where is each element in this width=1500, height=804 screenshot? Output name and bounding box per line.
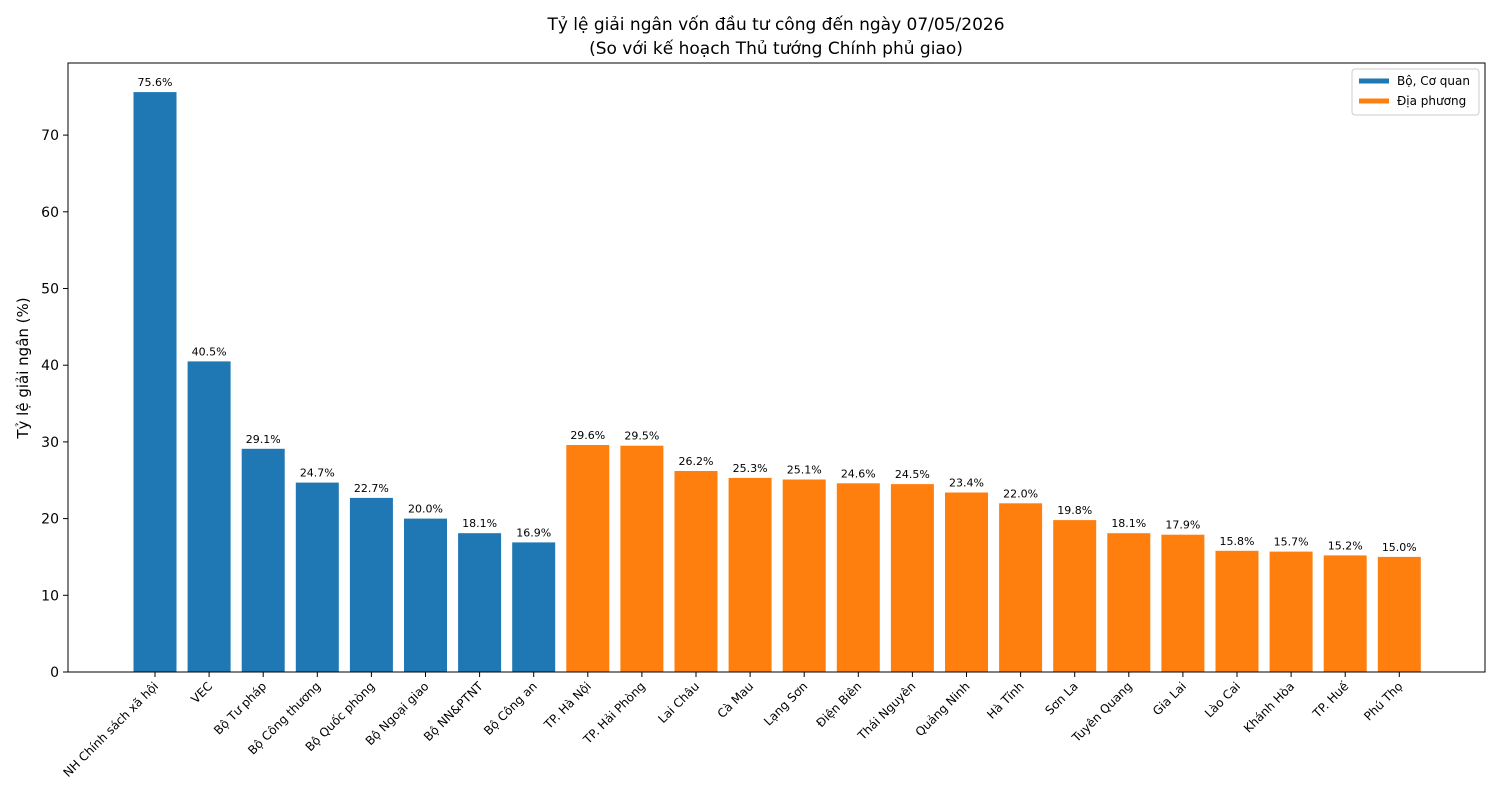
data-label-14: 24.5% xyxy=(895,468,930,481)
x-tick-label-2: Bộ Tư pháp xyxy=(211,679,269,737)
bar-10 xyxy=(674,471,718,672)
data-label-9: 29.5% xyxy=(624,430,659,443)
data-label-16: 22.0% xyxy=(1003,487,1038,500)
bar-6 xyxy=(458,533,502,672)
x-tick-label-10: Lai Châu xyxy=(655,679,702,726)
data-label-0: 75.6% xyxy=(138,76,173,89)
bar-12 xyxy=(782,479,826,672)
x-tick-label-1: VEC xyxy=(188,679,215,706)
bar-0 xyxy=(133,92,177,673)
data-label-1: 40.5% xyxy=(192,345,227,358)
x-tick-label-17: Sơn La xyxy=(1042,679,1080,717)
x-tick-label-16: Hà Tĩnh xyxy=(984,679,1026,721)
data-label-10: 26.2% xyxy=(679,455,714,468)
data-label-15: 23.4% xyxy=(949,477,984,490)
legend-label-0: Bộ, Cơ quan xyxy=(1397,74,1470,88)
data-label-13: 24.6% xyxy=(841,467,876,480)
y-tick-label-5: 50 xyxy=(41,282,59,298)
bar-4 xyxy=(349,497,393,672)
bar-21 xyxy=(1269,551,1313,672)
data-label-23: 15.0% xyxy=(1382,541,1417,554)
x-tick-label-23: Phú Thọ xyxy=(1361,679,1405,723)
chart-subtitle: (So với kế hoạch Thủ tướng Chính phủ gia… xyxy=(589,38,963,59)
bar-9 xyxy=(620,445,664,672)
y-axis-label: Tỷ lệ giải ngân (%) xyxy=(14,297,32,439)
x-tick-label-13: Điện Biên xyxy=(814,679,865,730)
x-tick-label-7: Bộ Công an xyxy=(481,679,540,738)
data-label-3: 24.7% xyxy=(300,467,335,480)
data-label-11: 25.3% xyxy=(733,462,768,475)
x-tick-label-19: Gia Lai xyxy=(1150,679,1189,718)
data-label-8: 29.6% xyxy=(570,429,605,442)
bar-5 xyxy=(404,518,447,672)
bar-7 xyxy=(512,542,556,672)
bar-3 xyxy=(295,482,339,672)
bar-22 xyxy=(1323,555,1367,672)
bar-18 xyxy=(1107,533,1151,672)
bar-1 xyxy=(187,361,231,672)
y-tick-label-6: 60 xyxy=(41,205,59,221)
x-tick-label-12: Lạng Sơn xyxy=(761,679,810,728)
bar-11 xyxy=(728,477,772,672)
chart-title: Tỷ lệ giải ngân vốn đầu tư công đến ngày… xyxy=(546,14,1004,35)
bar-14 xyxy=(890,484,934,672)
y-tick-label-0: 0 xyxy=(50,665,59,681)
data-label-22: 15.2% xyxy=(1328,539,1363,552)
data-label-4: 22.7% xyxy=(354,482,389,495)
bar-16 xyxy=(999,503,1043,672)
data-label-17: 19.8% xyxy=(1057,504,1092,517)
legend-label-1: Địa phương xyxy=(1397,94,1466,108)
x-tick-label-20: Lào Cai xyxy=(1202,679,1243,720)
bar-15 xyxy=(945,492,988,672)
y-tick-label-7: 70 xyxy=(41,128,59,144)
data-label-2: 29.1% xyxy=(246,433,281,446)
data-label-12: 25.1% xyxy=(787,464,822,477)
x-tick-label-21: Khánh Hòa xyxy=(1241,679,1297,735)
data-label-5: 20.0% xyxy=(408,503,443,516)
x-tick-label-11: Cà Mau xyxy=(715,679,757,721)
y-axis: 0 10 20 30 40 50 60 70 xyxy=(41,128,68,681)
bar-13 xyxy=(836,483,880,672)
x-tick-label-22: TP. Huế xyxy=(1309,679,1351,721)
y-tick-label-2: 20 xyxy=(41,512,59,528)
data-labels-group: 75.6% 40.5% 29.1% 24.7% 22.7% 20.0% 18.1% 16.9%… xyxy=(138,76,1417,554)
data-label-20: 15.8% xyxy=(1220,535,1255,548)
x-tick-label-15: Quảng Ninh xyxy=(913,679,973,739)
bars-group xyxy=(133,92,1421,673)
legend: Bộ, Cơ quan Địa phương xyxy=(1351,68,1480,116)
y-tick-label-1: 10 xyxy=(41,588,59,604)
data-label-21: 15.7% xyxy=(1274,536,1309,549)
x-tick-label-0: NH Chính sách xã hội xyxy=(60,679,161,780)
y-tick-label-3: 30 xyxy=(41,435,59,451)
data-label-19: 17.9% xyxy=(1165,519,1200,532)
bar-23 xyxy=(1377,556,1421,672)
data-label-18: 18.1% xyxy=(1111,517,1146,530)
data-label-6: 18.1% xyxy=(462,517,497,530)
bar-2 xyxy=(241,448,285,672)
bar-17 xyxy=(1053,520,1097,672)
bar-8 xyxy=(566,445,610,672)
plot-frame xyxy=(67,62,1486,673)
y-tick-label-4: 40 xyxy=(41,358,59,374)
bar-20 xyxy=(1215,550,1259,672)
data-label-7: 16.9% xyxy=(516,526,551,539)
x-tick-label-8: TP. Hà Nội xyxy=(541,679,594,732)
bar-19 xyxy=(1161,534,1205,672)
